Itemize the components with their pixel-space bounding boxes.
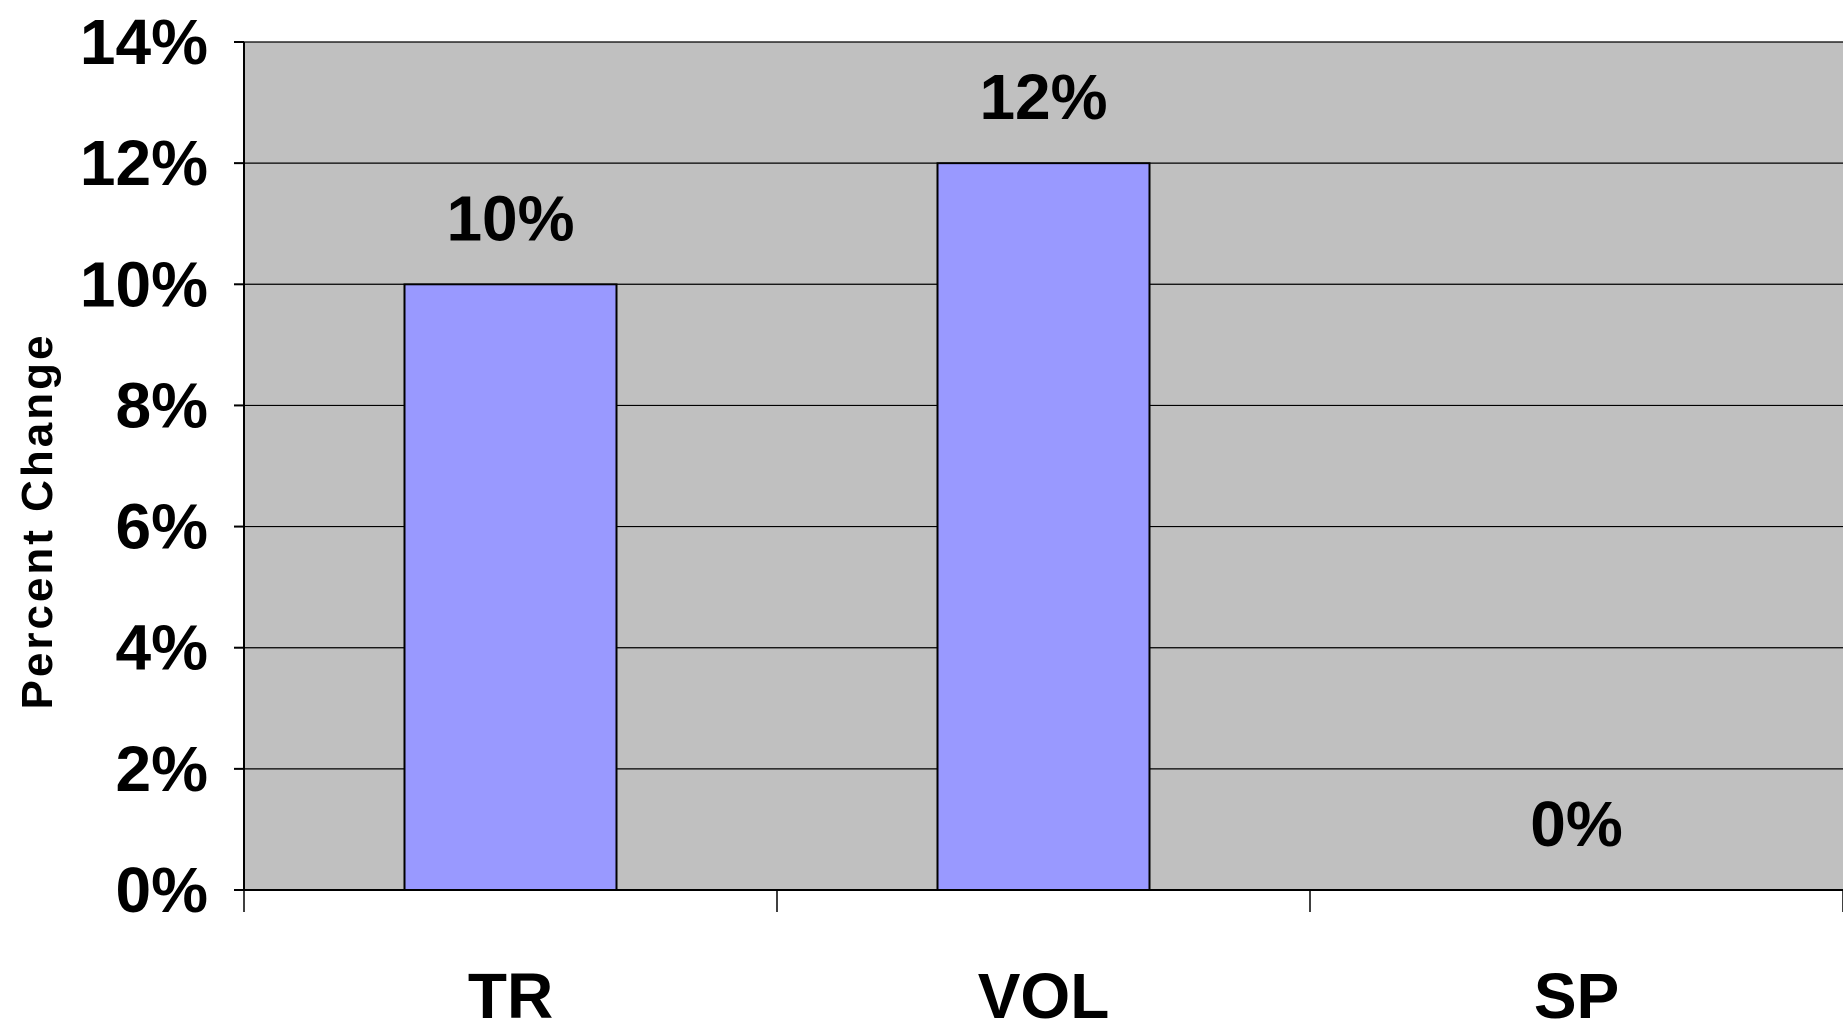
- bar-tr: [403, 283, 618, 891]
- y-tick-label: 2%: [116, 733, 209, 805]
- x-tick-labels: TR VOL SP: [468, 960, 1619, 1026]
- x-tick-label: TR: [468, 960, 553, 1026]
- x-tick-label: VOL: [978, 960, 1110, 1026]
- x-tick-label: SP: [1534, 960, 1619, 1026]
- data-labels: 10% 12% 0%: [446, 61, 1622, 860]
- y-tick-labels: 0% 2% 4% 6% 8% 10% 12% 14%: [80, 6, 208, 926]
- y-tick-label: 6%: [116, 491, 209, 563]
- bars: [403, 162, 1151, 891]
- data-label: 0%: [1530, 788, 1623, 860]
- y-axis-title: Percent Change: [13, 333, 62, 710]
- y-tick-label: 0%: [116, 854, 209, 926]
- axes: [234, 41, 1843, 912]
- data-label: 10%: [446, 182, 574, 254]
- y-tick-label: 12%: [80, 127, 208, 199]
- data-label: 12%: [979, 61, 1107, 133]
- y-tick-label: 8%: [116, 369, 209, 441]
- bar-vol: [936, 162, 1151, 891]
- y-tick-label: 14%: [80, 6, 208, 78]
- y-tick-label: 10%: [80, 248, 208, 320]
- y-tick-label: 4%: [116, 612, 209, 684]
